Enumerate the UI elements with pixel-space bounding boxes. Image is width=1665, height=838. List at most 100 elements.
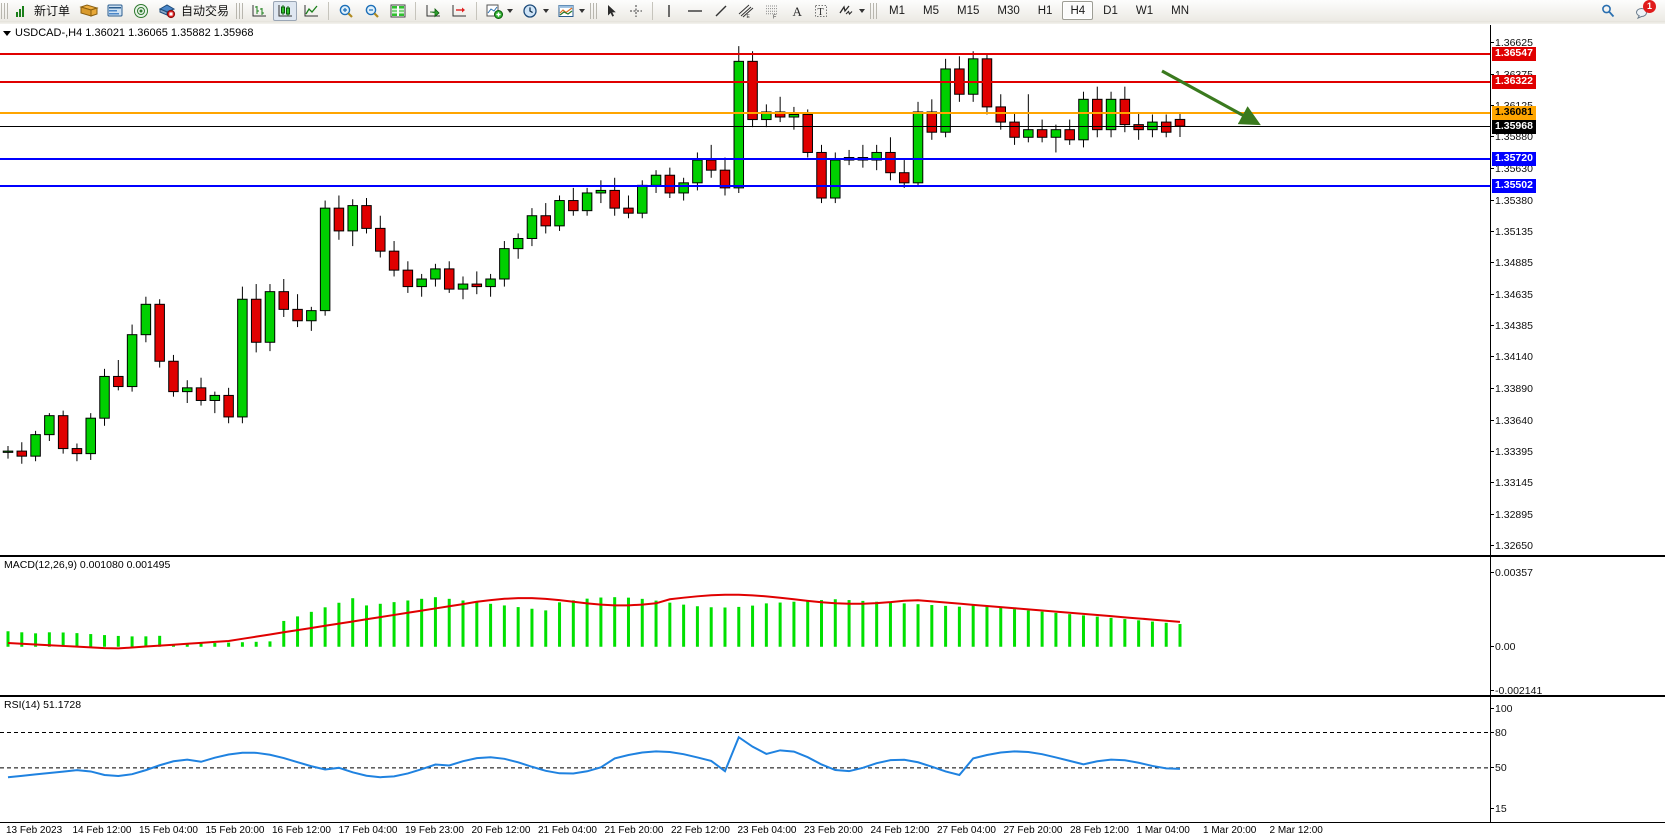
- alerts-button[interactable]: 1: [1631, 0, 1656, 21]
- toolbar-grip-2[interactable]: [236, 1, 244, 20]
- trendline-button[interactable]: [710, 1, 732, 21]
- candle: [830, 152, 841, 204]
- candle: [140, 296, 152, 343]
- timeframe-m30[interactable]: M30: [997, 4, 1020, 17]
- macd-histogram-bar: [751, 605, 755, 647]
- equidistant-channel-button[interactable]: E: [734, 1, 758, 21]
- period-dropdown-arrow[interactable]: [543, 8, 550, 13]
- rsi-plot-area[interactable]: RSI(14) 51.1728: [0, 697, 1490, 838]
- macd-signal-line: [7, 593, 1181, 650]
- indicators-button[interactable]: [482, 1, 516, 21]
- macd-histogram-bar: [116, 635, 120, 647]
- price-line-support-2[interactable]: [0, 185, 1490, 188]
- bar-chart-button[interactable]: [247, 1, 271, 21]
- price-line-last-price[interactable]: [0, 126, 1490, 128]
- data-window-icon: [390, 4, 406, 17]
- timeframe-m5[interactable]: M5: [923, 4, 939, 17]
- timeframe-m1[interactable]: M1: [889, 4, 906, 17]
- candlestick-chart-button[interactable]: [273, 0, 298, 21]
- text-button[interactable]: A: [786, 1, 808, 21]
- fibo-button[interactable]: F: [760, 1, 784, 21]
- chart-collapse-icon[interactable]: [3, 30, 11, 36]
- macd-histogram-bar: [34, 633, 38, 647]
- macd-histogram-bar: [806, 600, 810, 647]
- vline-icon: [668, 4, 670, 17]
- indicators-dropdown-arrow[interactable]: [507, 8, 514, 13]
- rsi-pane[interactable]: RSI(14) 51.1728 100 80 50 15: [0, 696, 1665, 838]
- candle: [44, 413, 55, 441]
- text-label-button[interactable]: T: [810, 1, 832, 21]
- main-toolbar: 新订单: [0, 0, 1665, 24]
- toolbar-grip-4[interactable]: [870, 1, 878, 20]
- price-pane[interactable]: USDCAD-,H4 1.36021 1.36065 1.35882 1.359…: [0, 25, 1665, 556]
- auto-scroll-button[interactable]: [447, 1, 471, 21]
- crosshair-button[interactable]: [625, 1, 647, 21]
- price-badge-last-price: 1.35968: [1492, 120, 1536, 135]
- price-line-support-1[interactable]: [0, 157, 1490, 160]
- macd-histogram-bar: [709, 607, 713, 647]
- templates-icon: [558, 4, 574, 17]
- macd-histogram-bar: [103, 635, 107, 647]
- macd-histogram-bar: [6, 631, 10, 647]
- timeframe-h4[interactable]: H4: [1062, 1, 1094, 20]
- trendline-icon: [715, 5, 727, 16]
- arrows-dropdown-arrow[interactable]: [859, 8, 866, 13]
- macd-plot-area[interactable]: MACD(12,26,9) 0.001080 0.001495: [0, 557, 1490, 695]
- time-axis[interactable]: 13 Feb 2023 14 Feb 12:00 15 Feb 04:00 15 Fe…: [0, 822, 1665, 838]
- price-tick: 1.35630: [1491, 162, 1533, 175]
- zoom-in-button[interactable]: [334, 1, 358, 21]
- period-button[interactable]: [518, 1, 552, 21]
- price-tick: 1.35135: [1491, 225, 1533, 238]
- macd-histogram-bar: [447, 598, 451, 647]
- candle: [581, 187, 593, 216]
- candle: [526, 208, 538, 247]
- arrows-button[interactable]: [834, 1, 868, 21]
- folder-button[interactable]: [77, 1, 101, 21]
- candle: [113, 359, 124, 391]
- templates-button[interactable]: [554, 1, 588, 21]
- price-badge-support-1: 1.35720: [1492, 151, 1536, 166]
- vertical-line-button[interactable]: [658, 1, 680, 21]
- macd-histogram-bar: [861, 600, 865, 647]
- rsi-series: [0, 732, 1490, 779]
- price-axis[interactable]: 1.366251.363751.361251.358801.356301.353…: [1490, 25, 1665, 555]
- search-icon: [1602, 4, 1615, 17]
- price-line-resistance-2[interactable]: [0, 52, 1490, 55]
- price-line-pivot[interactable]: [0, 111, 1490, 114]
- chart-shift-button[interactable]: [421, 1, 445, 21]
- price-plot-area[interactable]: USDCAD-,H4 1.36021 1.36065 1.35882 1.359…: [0, 25, 1490, 555]
- timeframe-h1[interactable]: H1: [1037, 4, 1053, 17]
- macd-histogram-bar: [888, 602, 892, 647]
- timeframe-d1[interactable]: D1: [1103, 4, 1118, 17]
- templates-dropdown-arrow[interactable]: [579, 8, 586, 13]
- time-tick: 27 Feb 20:00: [1003, 825, 1063, 836]
- candle: [361, 198, 372, 234]
- macd-histogram-bar: [695, 606, 699, 647]
- search-button[interactable]: [1597, 1, 1619, 21]
- auto-scroll-icon: [452, 4, 467, 16]
- data-window-button[interactable]: [386, 1, 410, 21]
- autotrading-button[interactable]: 自动交易: [155, 1, 234, 21]
- candlestick-chart-icon: [278, 4, 293, 16]
- candle: [664, 167, 676, 199]
- timeframe-m15[interactable]: M15: [957, 4, 980, 17]
- chart-container[interactable]: USDCAD-,H4 1.36021 1.36065 1.35882 1.359…: [0, 25, 1665, 838]
- timeframe-w1[interactable]: W1: [1135, 4, 1154, 17]
- toolbar-grip-3[interactable]: [590, 1, 598, 20]
- candle: [126, 324, 138, 392]
- cursor-button[interactable]: [601, 1, 623, 21]
- horizontal-line-button[interactable]: [682, 1, 708, 21]
- timeframe-mn[interactable]: MN: [1171, 4, 1189, 17]
- candle: [388, 241, 400, 277]
- toolbar-grip[interactable]: [1, 1, 8, 20]
- macd-histogram-bar: [1081, 615, 1085, 647]
- navigator-button[interactable]: [129, 1, 153, 21]
- price-line-resistance-1[interactable]: [0, 81, 1490, 84]
- market-watch-button[interactable]: [103, 1, 127, 21]
- zoom-out-button[interactable]: [360, 1, 384, 21]
- candle: [788, 106, 800, 130]
- new-order-button[interactable]: 新订单: [12, 1, 75, 21]
- macd-pane[interactable]: MACD(12,26,9) 0.001080 0.001495 0.00357 0…: [0, 556, 1665, 696]
- line-chart-button[interactable]: [299, 1, 323, 21]
- macd-histogram-bar: [130, 636, 134, 647]
